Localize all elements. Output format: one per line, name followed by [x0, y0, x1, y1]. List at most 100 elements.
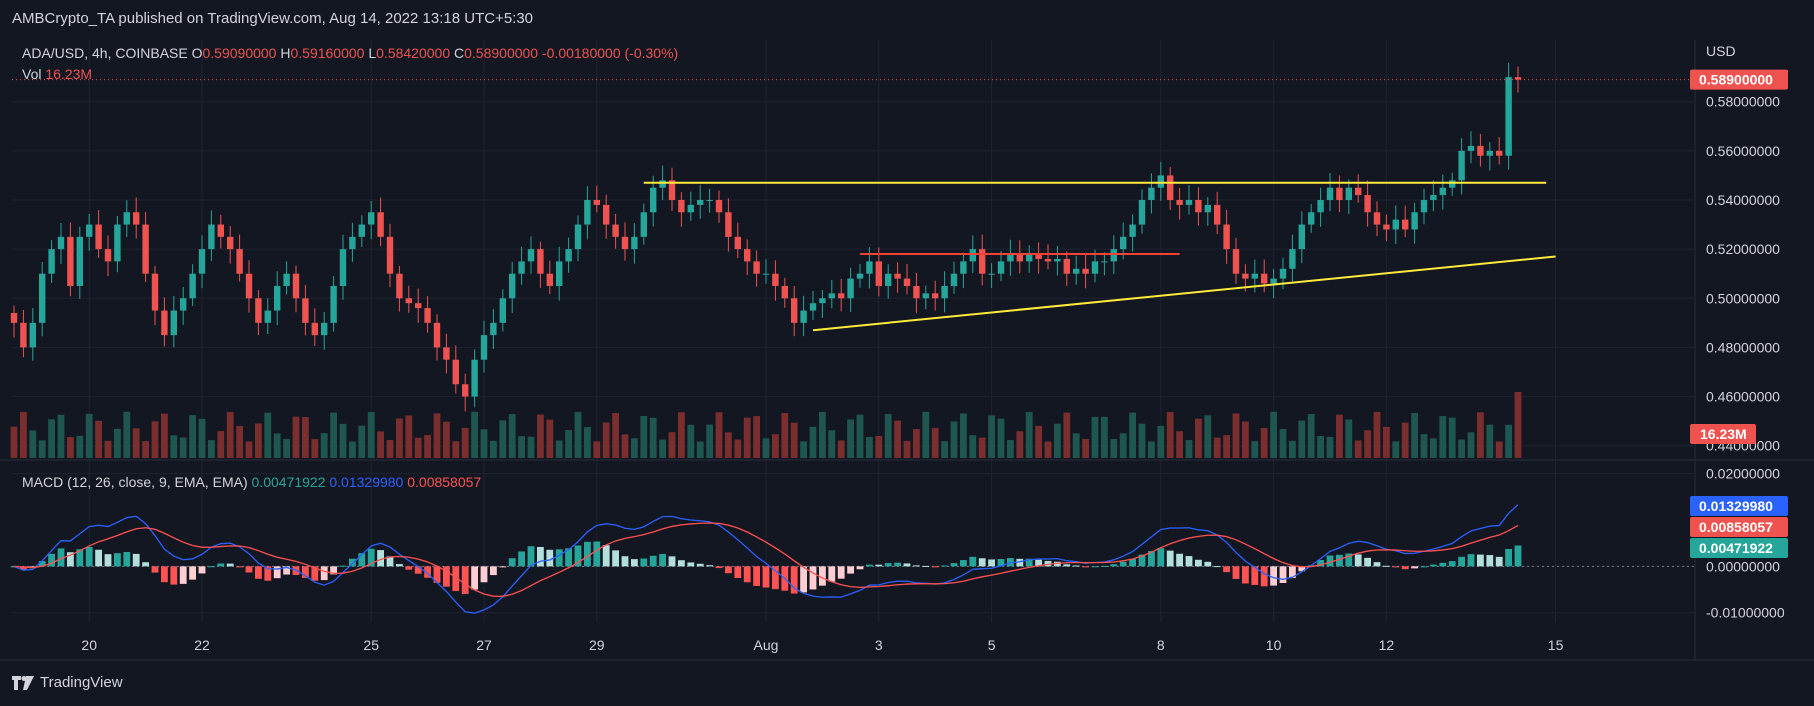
- candle-body: [29, 322, 36, 348]
- macd-title: MACD (12, 26, close, 9, EMA, EMA): [22, 474, 252, 490]
- volume-bar: [67, 437, 74, 458]
- macd-histogram-bar: [67, 552, 74, 567]
- macd-histogram-bar: [1054, 561, 1061, 567]
- candle-body: [584, 199, 591, 225]
- macd-histogram-bar: [875, 564, 883, 567]
- macd-histogram-bar: [104, 554, 112, 567]
- macd-histogram-bar: [678, 560, 685, 567]
- candle-body: [621, 236, 629, 250]
- low-label: L: [368, 45, 376, 61]
- candle-body: [1232, 249, 1240, 274]
- candle-body: [321, 322, 328, 336]
- price-tick-label: 0.48000000: [1706, 339, 1780, 355]
- macd-histogram-bar: [790, 566, 798, 594]
- macd-histogram-bar: [311, 566, 319, 581]
- candle-body: [1392, 219, 1399, 230]
- macd-histogram-bar: [772, 566, 779, 590]
- candle-body: [997, 261, 1005, 274]
- macd-histogram-bar: [950, 563, 958, 567]
- volume-bar: [405, 415, 413, 458]
- volume-bar: [574, 411, 582, 458]
- candle-body: [1326, 187, 1334, 200]
- macd-histogram-bar: [837, 566, 845, 579]
- macd-value-tag: 0.01329980: [1699, 498, 1773, 514]
- volume-bar: [461, 427, 469, 458]
- volume-bar: [1448, 417, 1456, 458]
- macd-histogram-bar: [1477, 554, 1484, 567]
- volume-bar: [170, 435, 178, 458]
- macd-histogram-bar: [743, 566, 751, 583]
- macd-histogram-bar: [161, 566, 168, 583]
- macd-histogram-bar: [565, 548, 572, 567]
- volume-bar: [1477, 412, 1484, 458]
- macd-histogram-bar: [38, 561, 46, 567]
- volume-bar: [1289, 440, 1296, 458]
- volume-bar: [358, 425, 366, 458]
- macd-histogram-bar: [123, 552, 131, 567]
- candle-body: [1270, 278, 1277, 284]
- volume-bar: [809, 426, 817, 458]
- macd-histogram-bar: [1514, 545, 1522, 567]
- macd-histogram-bar: [621, 556, 629, 567]
- macd-histogram-bar: [668, 556, 676, 567]
- candle-body: [650, 187, 657, 213]
- macd-histogram-bar: [114, 553, 121, 567]
- macd-histogram-bar: [245, 566, 253, 573]
- volume-bar: [367, 412, 375, 458]
- symbol-label: ADA/USD, 4h, COINBASE: [22, 45, 192, 61]
- volume-bar: [1148, 441, 1155, 458]
- macd-histogram-bar: [922, 565, 930, 567]
- macd-histogram-bar: [1279, 566, 1287, 583]
- candle-body: [556, 261, 563, 286]
- close-label: C: [454, 45, 464, 61]
- volume-bar: [1007, 440, 1014, 458]
- macd-histogram-bar: [988, 559, 995, 567]
- macd-histogram-bar: [537, 546, 544, 567]
- macd-histogram-bar: [978, 558, 986, 567]
- macd-histogram-bar: [302, 566, 309, 578]
- macd-histogram-bar: [1289, 566, 1296, 579]
- volume-bar: [20, 411, 27, 458]
- candle-body: [264, 310, 271, 323]
- volume-bar: [189, 415, 196, 458]
- candle-body: [941, 285, 948, 299]
- macd-histogram-bar: [913, 565, 920, 567]
- volume-bar: [1420, 434, 1428, 458]
- tradingview-brand[interactable]: TradingView: [12, 674, 123, 691]
- macd-histogram-bar: [198, 566, 206, 574]
- close-value: 0.58900000: [464, 45, 542, 61]
- volume-bar: [132, 428, 140, 458]
- candle-body: [574, 224, 582, 250]
- macd-tag-bg: [1690, 517, 1788, 537]
- volume-bar: [1345, 419, 1353, 458]
- macd-histogram-bar: [1439, 562, 1447, 567]
- macd-histogram-bar: [903, 563, 911, 567]
- macd-histogram-bar: [631, 559, 638, 567]
- candle-body: [960, 261, 967, 274]
- signal-line: [13, 522, 1519, 597]
- candle-body: [1110, 249, 1117, 262]
- macd-histogram-bar: [931, 566, 939, 568]
- macd-histogram-bar: [612, 550, 619, 567]
- volume-bar: [960, 413, 967, 458]
- macd-histogram-bar: [443, 566, 450, 587]
- time-tick-label: 25: [363, 637, 379, 653]
- candle-body: [198, 249, 206, 274]
- macd-histogram-bar: [283, 566, 290, 575]
- macd-histogram-bar: [508, 558, 516, 567]
- price-tick-label: 0.56000000: [1706, 143, 1780, 159]
- volume-bar: [612, 413, 619, 458]
- macd-histogram-bar: [828, 566, 836, 582]
- candle-body: [1176, 199, 1183, 205]
- macd-histogram-bar: [386, 556, 394, 567]
- volume-bar: [283, 438, 290, 458]
- candle-body: [725, 212, 732, 237]
- candle-body: [1148, 187, 1155, 200]
- candle-body: [781, 285, 788, 299]
- macd-histogram-bar: [1035, 559, 1042, 567]
- macd-histogram-bar: [480, 566, 488, 583]
- volume-bar: [1110, 438, 1118, 458]
- candle-body: [1035, 254, 1042, 259]
- macd-histogram-bar: [1383, 565, 1390, 567]
